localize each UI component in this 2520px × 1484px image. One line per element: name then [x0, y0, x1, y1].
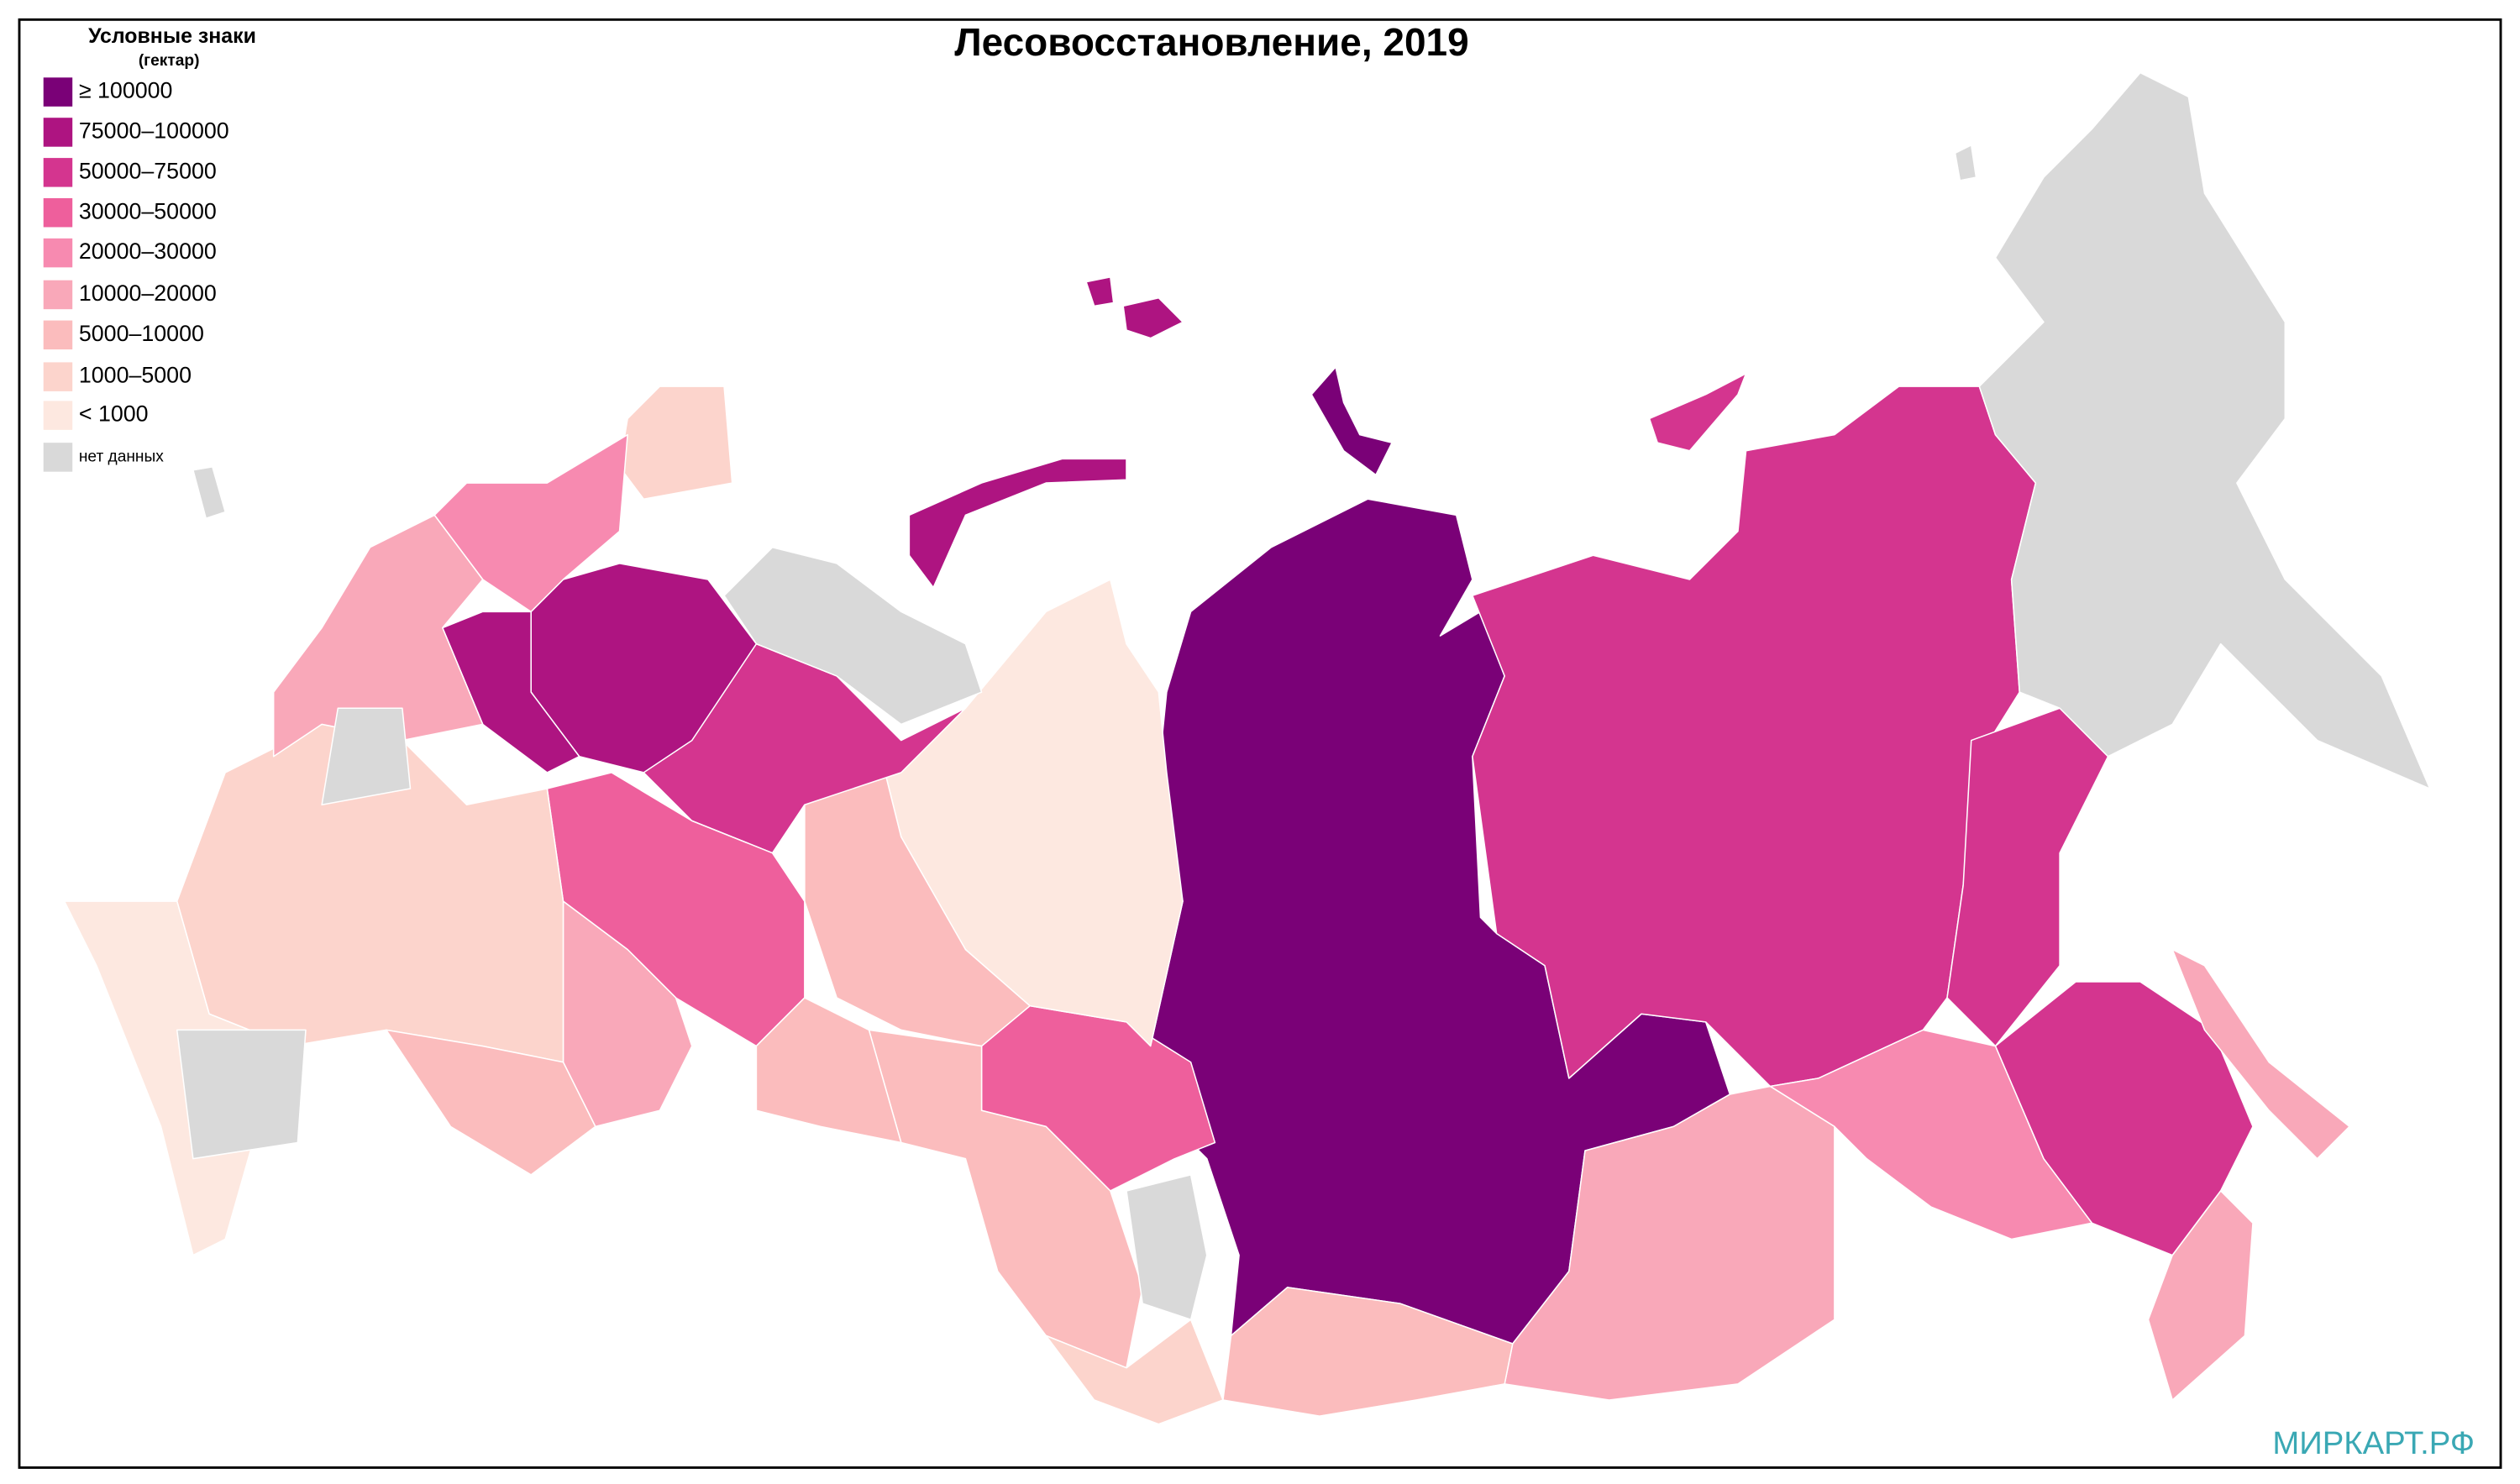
region [176, 1029, 307, 1160]
legend-swatch [43, 197, 73, 228]
region [272, 514, 484, 758]
region [321, 707, 412, 805]
legend-label: ≥ 100000 [79, 78, 173, 103]
region [755, 997, 902, 1144]
map-title: Лесовосстановление, 2019 [954, 20, 1468, 64]
region [192, 466, 226, 519]
region [63, 900, 291, 1256]
legend-label: 75000–100000 [79, 118, 229, 144]
legend-title: Условные знаки [88, 24, 256, 48]
legend-swatch [43, 238, 73, 268]
region [723, 546, 983, 726]
region [1504, 1085, 1835, 1401]
region [2171, 948, 2350, 1160]
legend-swatch [43, 401, 73, 430]
legend-label: 20000–30000 [79, 239, 217, 264]
regions [63, 71, 2431, 1425]
region [442, 611, 580, 773]
legend-label: 10000–20000 [79, 281, 217, 306]
legend: ≥ 100000 75000–100000 50000–75000 30000–500… [43, 77, 229, 472]
region [1769, 1029, 2093, 1240]
region [1045, 1319, 1224, 1425]
legend-label: нет данных [79, 448, 164, 465]
legend-swatch [43, 118, 73, 147]
legend-swatch [43, 443, 73, 472]
legend-swatch [43, 362, 73, 391]
legend-swatch [43, 77, 73, 107]
region [804, 772, 1031, 1047]
legend-swatch [43, 320, 73, 350]
region [1222, 1287, 1514, 1417]
legend-label: 50000–75000 [79, 158, 217, 183]
region [386, 1029, 596, 1176]
region [1978, 71, 2431, 789]
legend-label: 30000–50000 [79, 198, 217, 223]
legend-swatch [43, 158, 73, 187]
region [908, 458, 1127, 589]
region [433, 433, 628, 613]
region [2147, 1190, 2254, 1401]
legend-subtitle: (гектар) [139, 52, 200, 70]
legend-label: 5000–10000 [79, 321, 204, 346]
region [868, 1029, 1143, 1369]
region [1310, 366, 1393, 476]
legend-label: 1000–5000 [79, 363, 192, 388]
region [1126, 1174, 1208, 1321]
legend-label: < 1000 [79, 401, 149, 427]
region [1648, 373, 1747, 452]
region [1122, 296, 1184, 339]
legend-swatch [43, 280, 73, 310]
region [1085, 276, 1115, 307]
region [1954, 144, 1977, 181]
watermark: МИРКАРТ.РФ [2272, 1425, 2475, 1461]
